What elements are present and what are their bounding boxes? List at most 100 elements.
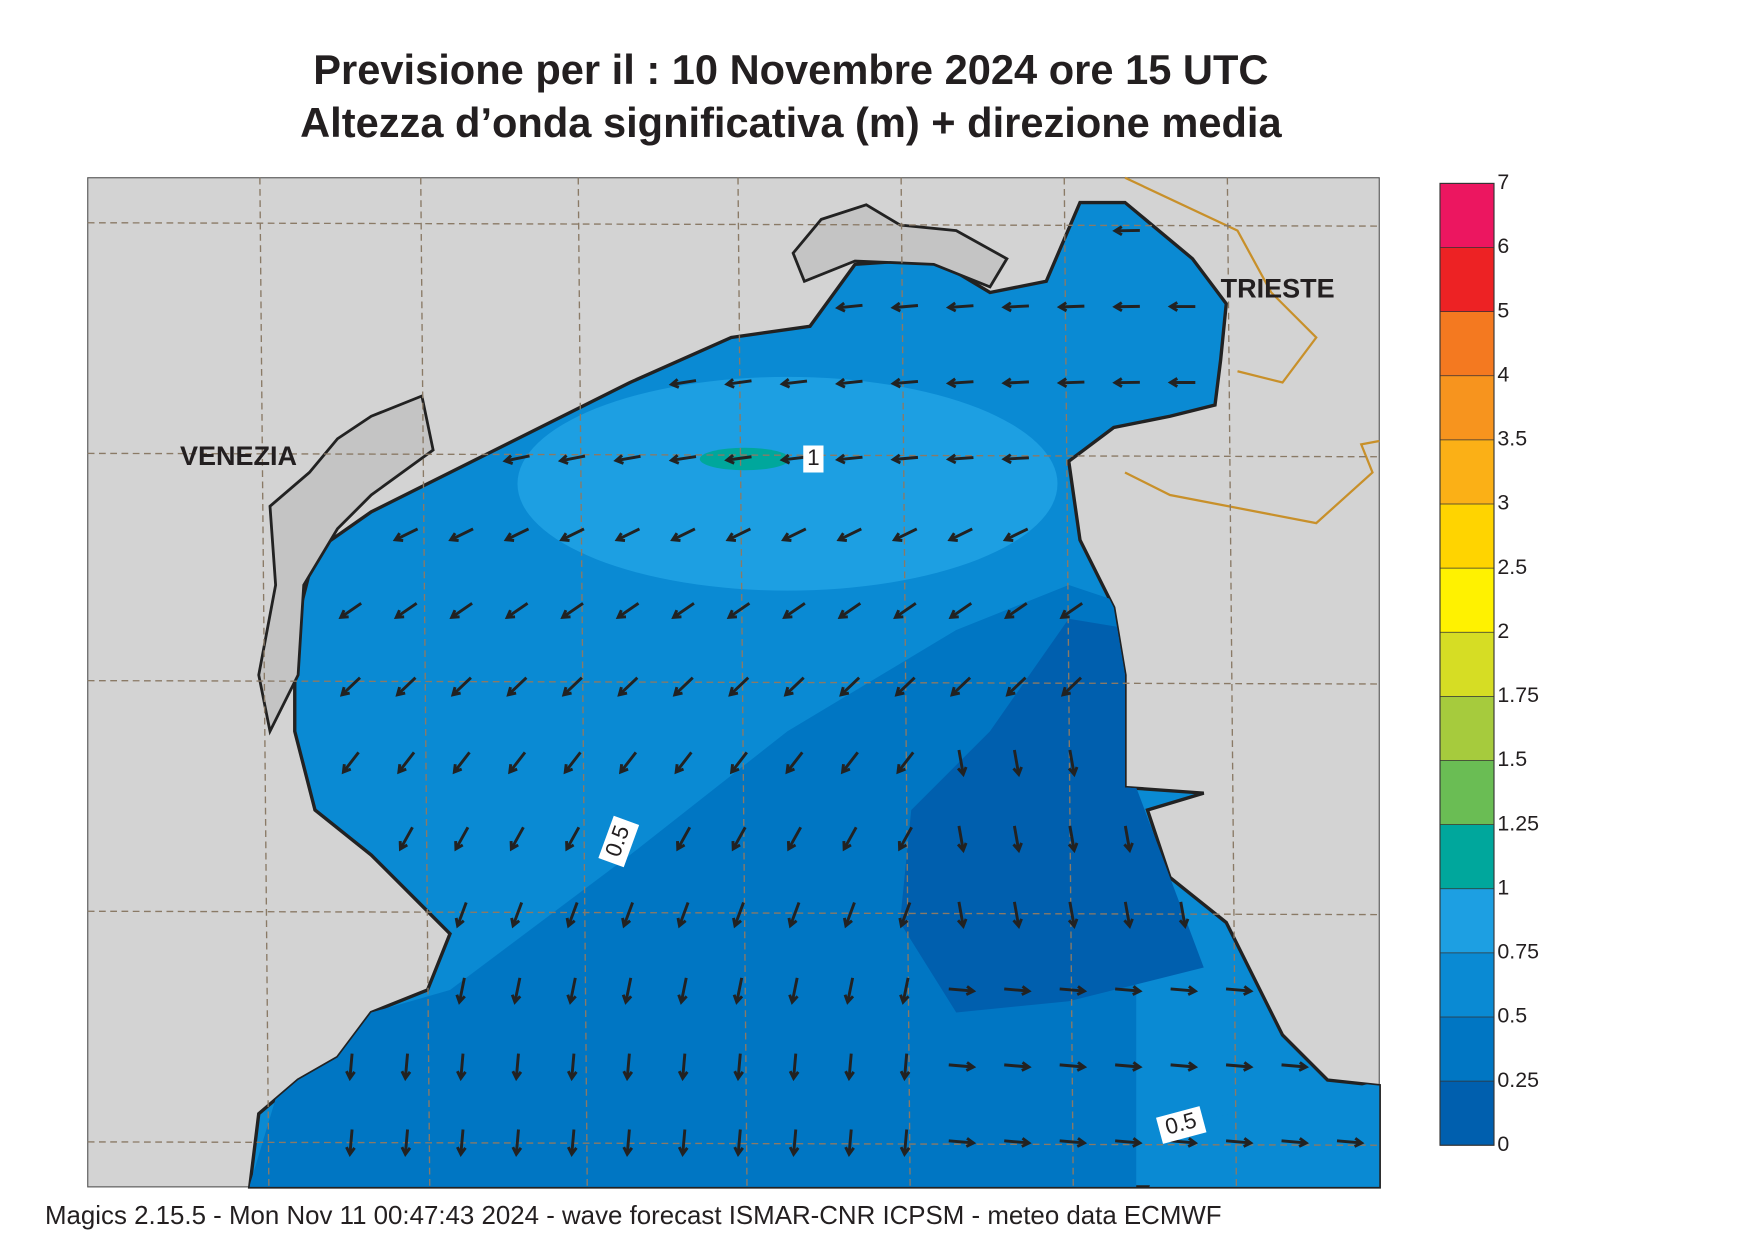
direction-arrow xyxy=(733,1053,744,1082)
direction-arrow xyxy=(615,602,640,619)
direction-arrow xyxy=(1005,676,1027,697)
direction-arrow xyxy=(1056,377,1085,389)
direction-arrow xyxy=(563,751,582,775)
direction-arrow xyxy=(956,825,968,854)
graticule xyxy=(87,910,1380,916)
colorbar-band xyxy=(1440,824,1494,889)
direction-arrow xyxy=(890,377,919,389)
direction-arrow xyxy=(781,527,807,542)
direction-arrow xyxy=(836,527,862,542)
colorbar-label: 6 xyxy=(1497,234,1509,258)
direction-arrow xyxy=(1059,985,1088,996)
direction-arrow xyxy=(400,1129,412,1158)
border xyxy=(1124,176,1380,525)
direction-arrow xyxy=(677,1129,689,1158)
graticule xyxy=(87,222,1380,227)
direction-arrow xyxy=(726,602,751,619)
direction-arrow xyxy=(508,751,527,775)
direction-arrow xyxy=(566,977,577,1005)
direction-arrow xyxy=(567,1129,578,1158)
direction-arrow xyxy=(509,826,525,852)
direction-arrow xyxy=(890,301,919,313)
direction-arrow xyxy=(1002,527,1029,542)
direction-arrow xyxy=(787,901,801,929)
direction-arrow xyxy=(1123,825,1134,854)
direction-arrow xyxy=(894,676,916,697)
direction-arrow xyxy=(1225,1061,1254,1072)
direction-arrow xyxy=(452,751,471,775)
direction-arrow xyxy=(345,1053,356,1082)
direction-arrow xyxy=(732,901,745,929)
direction-arrow xyxy=(1060,676,1083,697)
direction-arrow xyxy=(788,1129,800,1158)
direction-arrow xyxy=(1067,825,1079,854)
colorbar-label: 3 xyxy=(1497,491,1509,515)
place-label: TRIESTE xyxy=(1221,273,1335,303)
wave-zone xyxy=(1147,1080,1380,1187)
direction-arrow xyxy=(565,901,579,929)
direction-arrow xyxy=(1170,985,1199,996)
direction-arrow xyxy=(956,749,968,778)
direction-arrow xyxy=(788,977,799,1005)
direction-arrow xyxy=(844,1053,855,1082)
lagoon xyxy=(257,394,435,736)
direction-arrow xyxy=(454,901,468,929)
direction-arrow xyxy=(341,751,360,775)
direction-arrow xyxy=(622,1053,634,1082)
colorbar-band xyxy=(1440,183,1494,248)
direction-arrow xyxy=(1123,901,1134,930)
direction-arrow xyxy=(1281,1061,1310,1072)
direction-arrow xyxy=(948,985,977,996)
direction-arrow xyxy=(557,454,586,465)
direction-arrow xyxy=(1059,1061,1088,1072)
direction-arrow xyxy=(1012,749,1023,778)
direction-arrow xyxy=(731,826,747,852)
direction-arrow xyxy=(450,676,472,697)
direction-arrow xyxy=(945,301,974,313)
direction-arrow xyxy=(674,751,693,775)
direction-arrow xyxy=(668,378,697,389)
direction-arrow xyxy=(504,602,529,619)
colorbar-band xyxy=(1440,760,1494,825)
direction-arrow xyxy=(1004,1137,1032,1148)
direction-arrow xyxy=(1115,985,1143,996)
colorbar-label: 0.5 xyxy=(1497,1004,1527,1028)
direction-arrow xyxy=(1115,1137,1143,1148)
colorbar-label: 2.5 xyxy=(1497,555,1527,579)
direction-arrow xyxy=(840,751,859,775)
colorbar-label: 7 xyxy=(1497,170,1509,194)
direction-arrow xyxy=(948,1137,977,1148)
direction-arrow xyxy=(339,676,361,697)
direction-arrow xyxy=(671,602,695,619)
direction-arrow xyxy=(948,602,973,619)
graticule xyxy=(87,1141,1380,1146)
colorbar-band xyxy=(1440,632,1494,697)
direction-arrow xyxy=(676,901,690,929)
direction-arrow xyxy=(392,527,419,542)
direction-arrow xyxy=(614,527,641,542)
direction-arrow xyxy=(1056,301,1085,313)
direction-arrow xyxy=(398,826,414,852)
direction-arrow xyxy=(502,454,530,465)
colorbar-label: 2 xyxy=(1497,619,1509,643)
direction-arrow xyxy=(672,676,694,697)
label-box xyxy=(803,445,824,473)
direction-arrow xyxy=(945,377,974,389)
direction-arrow xyxy=(782,602,806,619)
direction-arrow xyxy=(1336,1137,1365,1148)
direction-arrow xyxy=(786,826,802,852)
contour-label: 1 xyxy=(807,445,820,470)
direction-arrow xyxy=(677,977,688,1005)
direction-arrow xyxy=(839,676,861,697)
direction-arrow xyxy=(621,901,634,929)
direction-arrow xyxy=(510,901,524,929)
direction-arrow xyxy=(511,1053,523,1082)
direction-arrow xyxy=(783,676,805,697)
direction-arrow xyxy=(729,751,748,775)
direction-arrow xyxy=(345,1129,356,1158)
colorbar-band xyxy=(1440,888,1494,953)
colorbar-band xyxy=(1440,439,1494,504)
colorbar-band xyxy=(1440,375,1494,440)
direction-arrow xyxy=(835,377,863,389)
wave-zone xyxy=(517,376,1058,591)
